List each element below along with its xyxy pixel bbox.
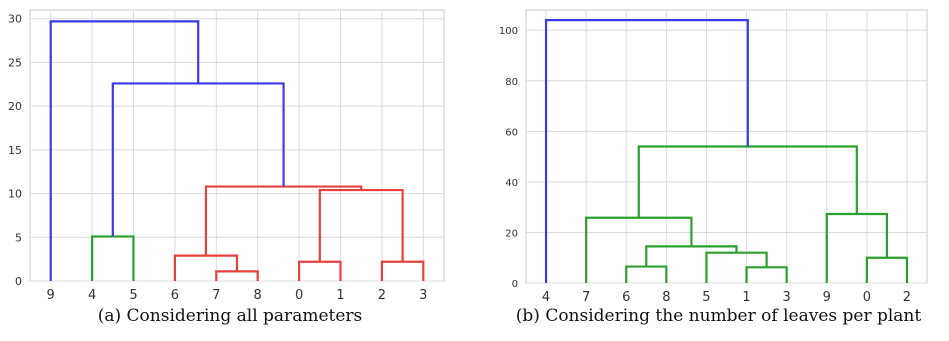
y-tick-label: 80: [505, 77, 518, 88]
leaf-label: 4: [542, 290, 550, 305]
caption-a: (a) Considering all parameters: [97, 306, 363, 326]
leaf-label: 9: [823, 290, 831, 305]
leaf-label: 8: [662, 290, 670, 305]
y-tick-label: 40: [505, 178, 518, 189]
leaf-label: 2: [378, 288, 386, 303]
y-tick-label: 0: [15, 275, 22, 288]
dendrogram-link-b-6: [825, 212, 888, 283]
leaf-label: 6: [171, 288, 179, 303]
leaf-label: 5: [129, 288, 137, 303]
leaf-label: 3: [783, 290, 791, 305]
leaf-label: 1: [742, 290, 750, 305]
dendrogram-link-a-4: [380, 260, 425, 281]
leaf-label: 8: [254, 288, 262, 303]
y-tick-label: 15: [8, 144, 22, 157]
dendrogram-link-a-7: [111, 82, 285, 237]
dendrogram-chart-b: 0 20 40 60 80 100 4 7 6 8 5 1 3 9 0 2: [499, 9, 928, 305]
leaf-label: 9: [47, 288, 55, 303]
y-tick-label: 60: [505, 127, 518, 138]
y-tick-label: 20: [505, 228, 518, 239]
dendrogram-panel-a: 0 5 10 15 20 25 30 9 4 5 6 7 8 0 1 2 3 (a) Considering a…: [0, 0, 460, 341]
leaf-label: 7: [212, 288, 220, 303]
dendrogram-chart-a: 0 5 10 15 20 25 30 9 4 5 6 7 8 0 1 2 3: [8, 9, 445, 303]
dendrogram-link-a-3: [298, 260, 342, 281]
leaf-label: 3: [419, 288, 427, 303]
y-tick-label: 0: [512, 279, 518, 290]
dendrogram-link-a-5: [318, 188, 404, 262]
y-tick-label: 20: [8, 100, 22, 113]
leaf-label: 6: [622, 290, 630, 305]
leaf-label: 1: [336, 288, 344, 303]
y-tick-label: 30: [8, 13, 22, 26]
dendrogram-link-b-8: [544, 19, 749, 283]
dendrogram-panel-b: 0 20 40 60 80 100 4 7 6 8 5 1 3 9 0 2 (b) Considering t…: [488, 0, 949, 341]
leaf-label: 0: [863, 290, 871, 305]
dendrogram-link-b-1: [745, 266, 788, 283]
y-tick-label: 10: [8, 188, 22, 201]
caption-b: (b) Considering the number of leaves per…: [515, 306, 922, 326]
dendrogram-link-a-1: [215, 270, 259, 281]
leaf-label: 2: [903, 290, 911, 305]
y-tick-label: 25: [8, 56, 22, 69]
y-tick-label: 5: [15, 231, 22, 244]
leaf-label: 4: [88, 288, 96, 303]
dendrogram-link-b-2: [705, 251, 768, 283]
leaf-label: 0: [295, 288, 303, 303]
dendrogram-link-a-8: [49, 20, 200, 281]
leaf-label: 7: [582, 290, 590, 305]
y-tick-label: 100: [499, 26, 518, 37]
leaf-label: 5: [702, 290, 710, 305]
